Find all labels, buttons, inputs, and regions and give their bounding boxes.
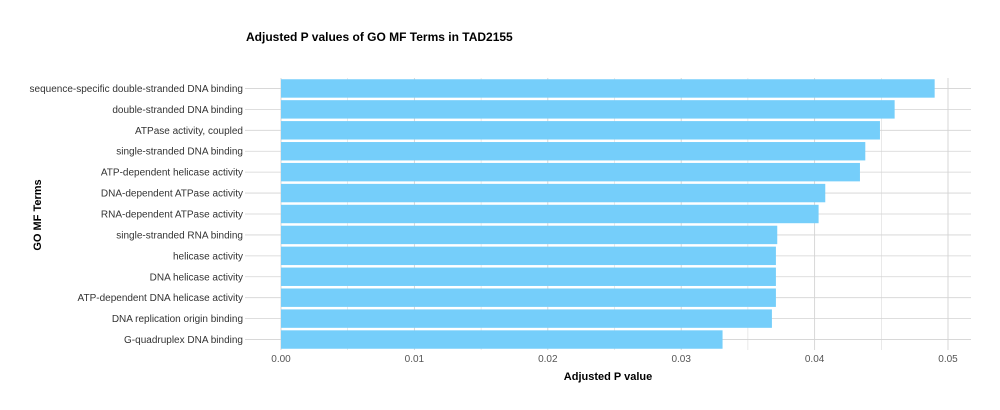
chart-title: Adjusted P values of GO MF Terms in TAD2…	[246, 30, 513, 44]
category-label: ATPase activity, coupled	[135, 126, 243, 137]
bar	[281, 142, 866, 161]
bar	[281, 330, 723, 349]
category-label: DNA-dependent ATPase activity	[101, 189, 243, 200]
category-label: sequence-specific double-stranded DNA bi…	[30, 84, 243, 95]
bar	[281, 183, 826, 203]
x-tick-label: 0.04	[805, 354, 825, 365]
category-label: DNA helicase activity	[150, 272, 243, 283]
bars	[281, 79, 935, 349]
category-label: double-stranded DNA binding	[112, 105, 243, 116]
bar	[281, 121, 880, 140]
category-label: DNA replication origin binding	[112, 314, 243, 325]
x-tick-label: 0.00	[271, 354, 291, 365]
category-label: single-stranded RNA binding	[116, 230, 243, 241]
category-label: G-quadruplex DNA binding	[124, 335, 243, 346]
x-tick-label: 0.02	[538, 354, 558, 365]
category-label: helicase activity	[173, 251, 243, 262]
bar	[281, 162, 860, 182]
x-tick-label: 0.01	[405, 354, 425, 365]
x-axis-title: Adjusted P value	[564, 371, 652, 383]
x-tick-labels: 0.00 0.01 0.02 0.03 0.04 0.05	[271, 354, 958, 365]
category-label: ATP-dependent helicase activity	[101, 168, 243, 179]
bar	[281, 100, 895, 119]
bar	[281, 246, 776, 266]
category-labels: sequence-specific double-stranded DNA bi…	[30, 84, 243, 346]
bar	[281, 267, 776, 286]
x-tick-label: 0.05	[938, 354, 958, 365]
y-axis-title: GO MF Terms	[32, 179, 44, 250]
bar	[281, 225, 778, 245]
category-label: RNA-dependent ATPase activity	[101, 210, 243, 221]
bar	[281, 204, 819, 224]
bar	[281, 309, 772, 328]
x-tick-label: 0.03	[671, 354, 691, 365]
category-label: ATP-dependent DNA helicase activity	[78, 293, 243, 304]
bar	[281, 288, 776, 307]
bar	[281, 79, 935, 98]
category-label: single-stranded DNA binding	[116, 147, 243, 158]
